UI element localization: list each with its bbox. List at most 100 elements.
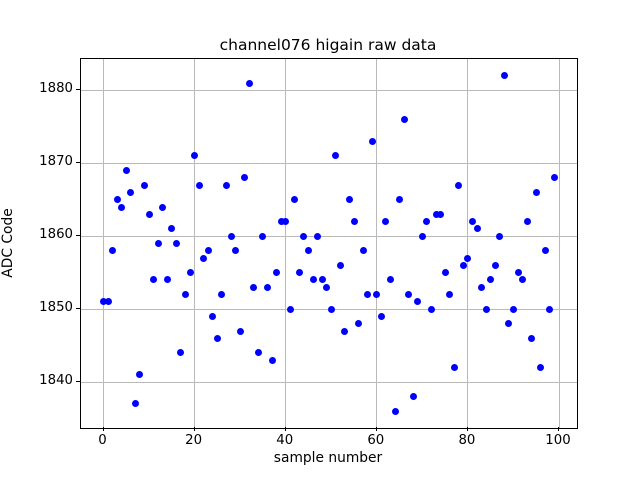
data-point [100, 298, 108, 306]
data-point [145, 210, 153, 218]
data-point [332, 152, 340, 160]
data-point [478, 283, 486, 291]
data-point [109, 247, 117, 255]
data-point [141, 181, 149, 189]
y-tick-mark [76, 89, 80, 91]
x-gridline [376, 59, 378, 428]
data-point [131, 400, 139, 408]
data-point [232, 247, 240, 255]
data-point [254, 349, 262, 357]
data-point [355, 320, 363, 328]
data-point [405, 291, 413, 299]
data-point [195, 181, 203, 189]
x-tick-mark [102, 427, 104, 431]
data-point [400, 116, 408, 124]
x-tick-mark [375, 427, 377, 431]
x-gridline [103, 59, 105, 428]
data-point [259, 232, 267, 240]
data-point [223, 181, 231, 189]
data-point [291, 196, 299, 204]
y-gridline [81, 381, 577, 383]
data-point [491, 261, 499, 269]
data-point [473, 225, 481, 233]
data-point [309, 276, 317, 284]
x-gridline [558, 59, 560, 428]
y-tick-mark [76, 381, 80, 383]
data-point [104, 298, 112, 306]
data-point [464, 254, 472, 262]
data-point [136, 371, 144, 379]
data-point [150, 276, 158, 284]
data-point [204, 247, 212, 255]
data-point [314, 232, 322, 240]
plot-area [80, 58, 578, 429]
data-point [396, 196, 404, 204]
data-point [305, 247, 312, 255]
data-point [113, 196, 121, 204]
data-point [191, 152, 199, 160]
data-point [459, 261, 467, 269]
data-point [364, 291, 372, 299]
data-point [336, 261, 344, 269]
data-point [528, 334, 536, 342]
data-point [268, 356, 276, 364]
x-tick-label: 20 [185, 433, 203, 448]
data-point [286, 305, 294, 313]
data-point [218, 291, 226, 299]
data-point [159, 203, 167, 211]
data-point [487, 276, 495, 284]
data-point [318, 276, 326, 284]
data-point [213, 334, 221, 342]
data-point [537, 363, 545, 371]
data-point [200, 254, 208, 262]
data-point [446, 291, 454, 299]
data-point [377, 312, 385, 320]
y-axis-label: ADC Code [0, 208, 16, 278]
y-tick-label: 1880 [39, 81, 73, 97]
data-point [323, 283, 331, 291]
y-tick-label: 1850 [39, 300, 73, 316]
x-tick-label: 80 [458, 433, 476, 448]
y-tick-label: 1860 [39, 227, 73, 243]
x-gridline [467, 59, 469, 428]
data-point [382, 218, 390, 226]
figure-title: channel076 higain raw data [219, 36, 437, 54]
data-point [227, 232, 235, 240]
data-point [532, 188, 540, 196]
y-tick-mark [76, 162, 80, 164]
x-tick-label: 100 [545, 433, 571, 448]
data-point [441, 269, 449, 277]
data-point [122, 167, 130, 175]
data-point [127, 188, 135, 196]
data-point [209, 312, 217, 320]
data-point [414, 298, 422, 306]
data-point [345, 196, 353, 204]
data-point [277, 218, 285, 226]
x-gridline [285, 59, 287, 428]
data-point [359, 247, 367, 255]
data-point [496, 232, 504, 240]
data-point [341, 327, 349, 335]
y-gridline [81, 162, 577, 164]
y-gridline [81, 89, 577, 91]
data-point [241, 174, 249, 182]
data-point [186, 269, 194, 277]
y-tick-mark [76, 235, 80, 237]
x-tick-label: 40 [276, 433, 294, 448]
data-point [172, 240, 180, 247]
data-point [482, 305, 490, 313]
data-point [177, 349, 185, 357]
data-point [418, 232, 426, 240]
data-point [409, 393, 417, 401]
data-point [468, 218, 476, 226]
data-point [519, 276, 527, 284]
data-point [432, 210, 440, 218]
data-point [514, 269, 522, 277]
data-point [509, 305, 517, 313]
data-point [168, 225, 176, 233]
data-point [423, 218, 431, 226]
data-point [505, 320, 513, 328]
x-tick-mark [558, 427, 559, 431]
y-tick-label: 1840 [39, 373, 73, 389]
